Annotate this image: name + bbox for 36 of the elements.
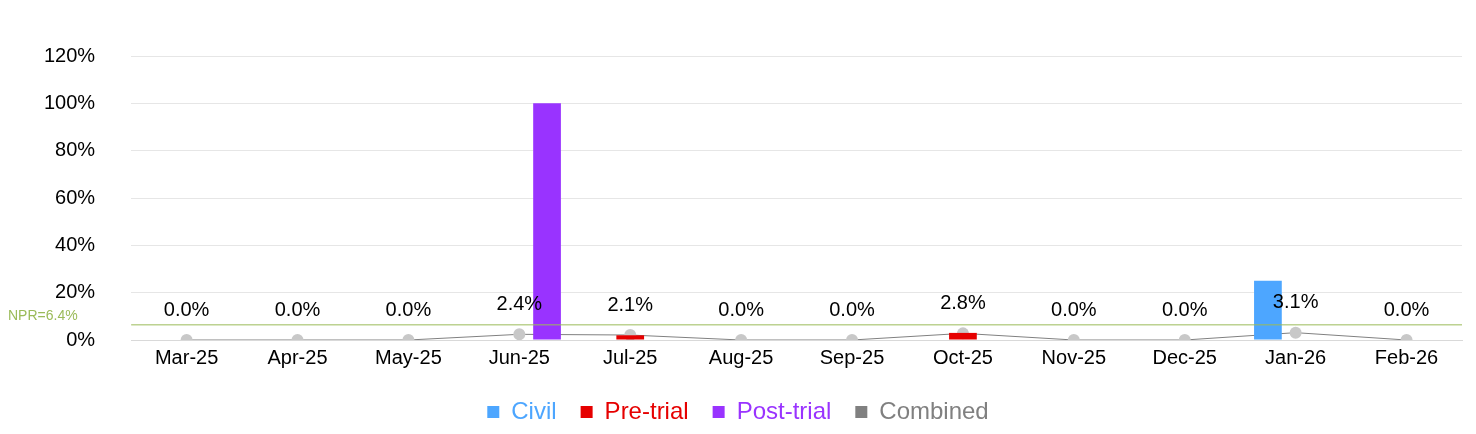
data-label: 0.0% xyxy=(163,297,210,320)
x-tick-label: Aug-25 xyxy=(708,345,774,368)
y-tick-label: 60% xyxy=(55,185,96,208)
x-tick-label: Jan-26 xyxy=(1265,345,1327,368)
legend-label: Civil xyxy=(511,396,557,424)
x-tick-label: Jul-25 xyxy=(602,345,658,368)
y-tick-label: 100% xyxy=(44,90,96,113)
data-label: 0.0% xyxy=(385,297,432,320)
data-label: 0.0% xyxy=(718,297,765,320)
x-tick-label: Mar-25 xyxy=(154,345,219,368)
legend-label: Pre-trial xyxy=(604,396,689,424)
data-label: 0.0% xyxy=(829,297,876,320)
data-label: 0.0% xyxy=(1383,297,1430,320)
x-tick-label: May-25 xyxy=(375,345,442,368)
x-tick-label: Jun-25 xyxy=(488,345,550,368)
x-tick-label: Oct-25 xyxy=(932,345,993,368)
x-tick-label: Sep-25 xyxy=(819,345,885,368)
bar xyxy=(616,335,645,340)
y-tick-label: 120% xyxy=(44,43,96,66)
bar xyxy=(949,332,977,340)
y-tick-label: 20% xyxy=(55,280,96,303)
y-tick-label: 80% xyxy=(55,138,96,161)
x-tick-label: Apr-25 xyxy=(267,345,328,368)
ref-line-label: NPR=6.4% xyxy=(8,306,78,323)
x-tick-label: Nov-25 xyxy=(1041,345,1107,368)
legend-label: Combined xyxy=(879,396,989,424)
data-label: 2.1% xyxy=(607,292,654,315)
data-label: 0.0% xyxy=(1051,297,1097,320)
x-tick-label: Dec-25 xyxy=(1152,345,1217,368)
y-tick-label: 40% xyxy=(55,232,96,255)
data-label: 0.0% xyxy=(1161,297,1208,320)
data-label: 0.0% xyxy=(274,297,321,320)
x-tick-label: Feb-26 xyxy=(1374,345,1439,368)
legend-label: Post-trial xyxy=(736,396,832,424)
y-tick-label: 0% xyxy=(66,327,96,350)
data-label: 2.8% xyxy=(940,290,986,313)
